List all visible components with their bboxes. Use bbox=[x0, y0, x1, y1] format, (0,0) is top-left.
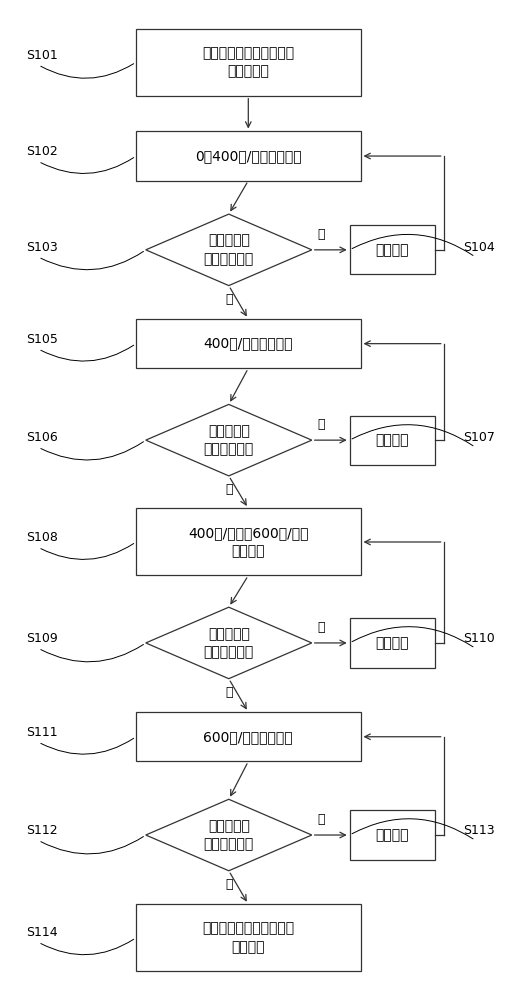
Text: S111: S111 bbox=[26, 726, 58, 739]
Text: 是: 是 bbox=[317, 228, 325, 241]
Text: S103: S103 bbox=[26, 241, 58, 254]
FancyBboxPatch shape bbox=[136, 319, 361, 368]
Text: 否: 否 bbox=[225, 483, 232, 496]
Text: 是: 是 bbox=[317, 621, 325, 634]
Polygon shape bbox=[146, 799, 312, 871]
Text: 转矩值大于
第一预设阈值: 转矩值大于 第一预设阈值 bbox=[204, 234, 254, 266]
FancyBboxPatch shape bbox=[349, 416, 435, 465]
Text: 400转/分钟至600转/分钟
提升阶段: 400转/分钟至600转/分钟 提升阶段 bbox=[188, 526, 309, 558]
Text: S106: S106 bbox=[26, 431, 58, 444]
Text: S114: S114 bbox=[26, 926, 58, 939]
Text: 是: 是 bbox=[317, 418, 325, 431]
FancyBboxPatch shape bbox=[349, 225, 435, 274]
Text: 消除泡沫: 消除泡沫 bbox=[376, 433, 409, 447]
Text: 消除泡沫: 消除泡沫 bbox=[376, 636, 409, 650]
Text: 转矩值大于
第三预设阈值: 转矩值大于 第三预设阈值 bbox=[204, 627, 254, 659]
FancyBboxPatch shape bbox=[136, 508, 361, 575]
Text: 否: 否 bbox=[225, 878, 232, 891]
FancyBboxPatch shape bbox=[349, 618, 435, 668]
FancyBboxPatch shape bbox=[136, 131, 361, 181]
FancyBboxPatch shape bbox=[136, 904, 361, 971]
FancyBboxPatch shape bbox=[349, 810, 435, 860]
Text: S102: S102 bbox=[26, 145, 58, 158]
Text: 转矩值大于
第四预设阈值: 转矩值大于 第四预设阈值 bbox=[204, 819, 254, 851]
Text: 消除泡沫: 消除泡沫 bbox=[376, 243, 409, 257]
Text: S108: S108 bbox=[26, 531, 58, 544]
Text: 转矩值大于
第二预设阈值: 转矩值大于 第二预设阈值 bbox=[204, 424, 254, 456]
Text: S110: S110 bbox=[463, 632, 495, 645]
Text: S109: S109 bbox=[26, 632, 58, 645]
Text: S104: S104 bbox=[463, 241, 495, 254]
Text: 实时检测洗衣机的脱水电
机的转矩值: 实时检测洗衣机的脱水电 机的转矩值 bbox=[202, 46, 294, 78]
Polygon shape bbox=[146, 214, 312, 286]
Text: 0至400转/分钟提升阶段: 0至400转/分钟提升阶段 bbox=[195, 149, 301, 163]
Text: 400转/分钟维持阶段: 400转/分钟维持阶段 bbox=[204, 337, 293, 351]
Text: S112: S112 bbox=[26, 824, 58, 837]
Text: S101: S101 bbox=[26, 49, 58, 62]
Text: S105: S105 bbox=[26, 333, 58, 346]
Text: 否: 否 bbox=[225, 686, 232, 699]
Text: S113: S113 bbox=[463, 824, 495, 837]
Text: S107: S107 bbox=[463, 431, 495, 444]
Polygon shape bbox=[146, 404, 312, 476]
FancyBboxPatch shape bbox=[136, 712, 361, 761]
Text: 是: 是 bbox=[317, 813, 325, 826]
Text: 消除泡沫: 消除泡沫 bbox=[376, 828, 409, 842]
Text: 600转/分钟维持阶段: 600转/分钟维持阶段 bbox=[204, 730, 293, 744]
Text: 进入其他脱水阶段或结束
脱水程序: 进入其他脱水阶段或结束 脱水程序 bbox=[202, 922, 294, 954]
Polygon shape bbox=[146, 607, 312, 679]
Text: 否: 否 bbox=[225, 293, 232, 306]
FancyBboxPatch shape bbox=[136, 29, 361, 96]
